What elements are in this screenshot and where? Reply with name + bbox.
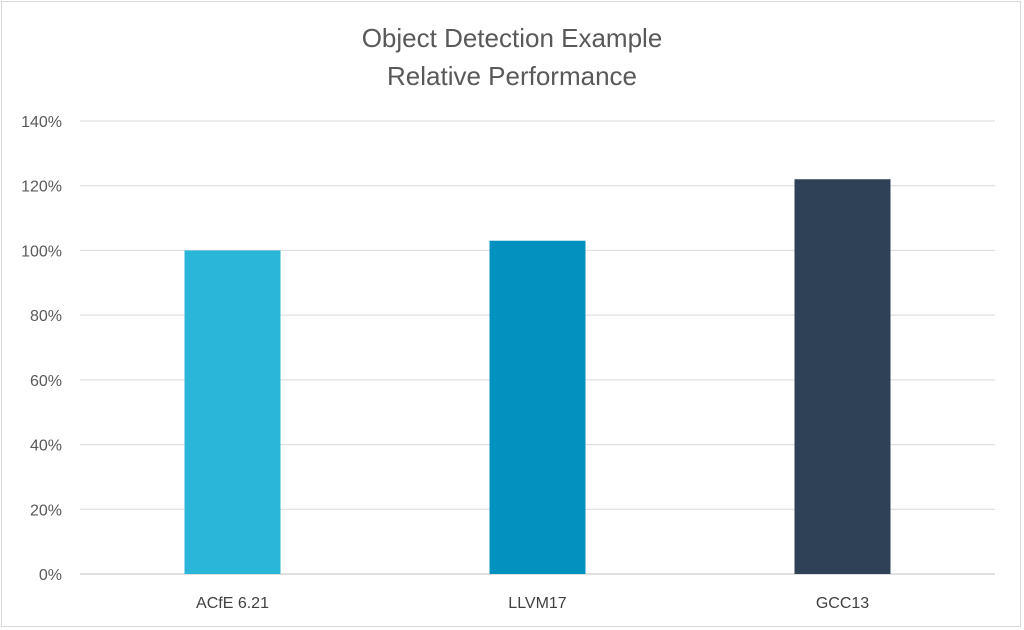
- y-tick-label: 40%: [30, 438, 62, 455]
- y-tick-label: 80%: [30, 308, 62, 325]
- y-tick-label: 100%: [21, 243, 62, 260]
- y-tick-label: 120%: [21, 179, 62, 196]
- y-tick-label: 60%: [30, 373, 62, 390]
- x-tick-label: LLVM17: [508, 595, 567, 612]
- y-tick-label: 0%: [39, 567, 62, 584]
- x-tick-label: ACfE 6.21: [196, 595, 269, 612]
- bar: [794, 179, 891, 574]
- x-tick-label: GCC13: [816, 595, 869, 612]
- y-tick-label: 140%: [21, 114, 62, 131]
- chart-title: Object Detection Example: [361, 23, 663, 53]
- bar: [489, 240, 586, 574]
- y-tick-label: 20%: [30, 502, 62, 519]
- bar: [184, 250, 281, 574]
- chart-subtitle: Relative Performance: [387, 61, 637, 91]
